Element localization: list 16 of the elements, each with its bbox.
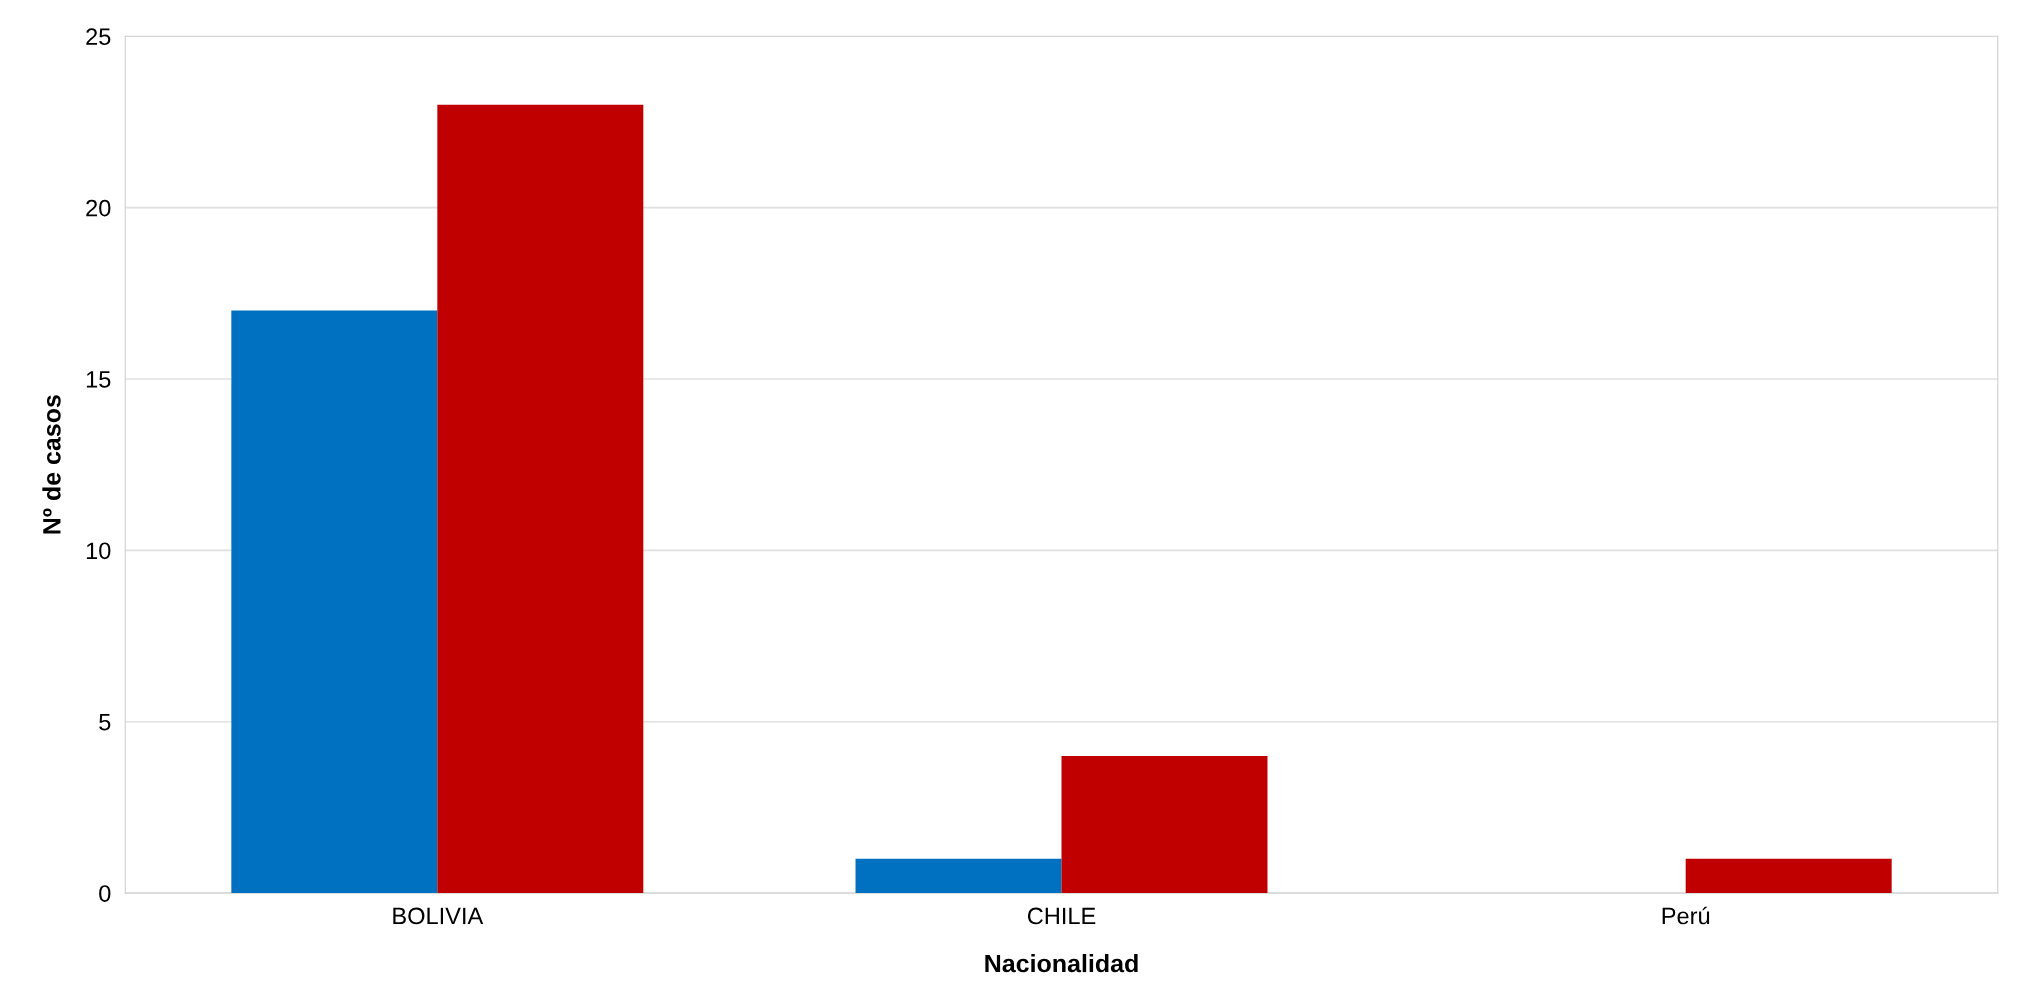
bar xyxy=(437,104,644,894)
bar xyxy=(1061,756,1268,894)
x-tick-label: CHILE xyxy=(1027,907,1096,925)
y-tick-label: 0 xyxy=(99,885,111,902)
x-tick-label: BOLIVIA xyxy=(393,907,484,925)
y-tick-label: 5 xyxy=(99,714,111,731)
y-axis-title: Nº de casos xyxy=(42,395,61,534)
bar xyxy=(855,858,1062,894)
y-tick-label: 10 xyxy=(86,542,111,560)
bar xyxy=(1685,858,1892,894)
y-tick-label: 25 xyxy=(86,28,111,46)
y-tick-label: 15 xyxy=(86,371,111,388)
y-tick-label: 20 xyxy=(86,199,111,217)
x-tick-label: Perú xyxy=(1662,906,1710,925)
x-axis-title: Nacionalidad xyxy=(985,953,1138,973)
bar xyxy=(231,310,438,894)
